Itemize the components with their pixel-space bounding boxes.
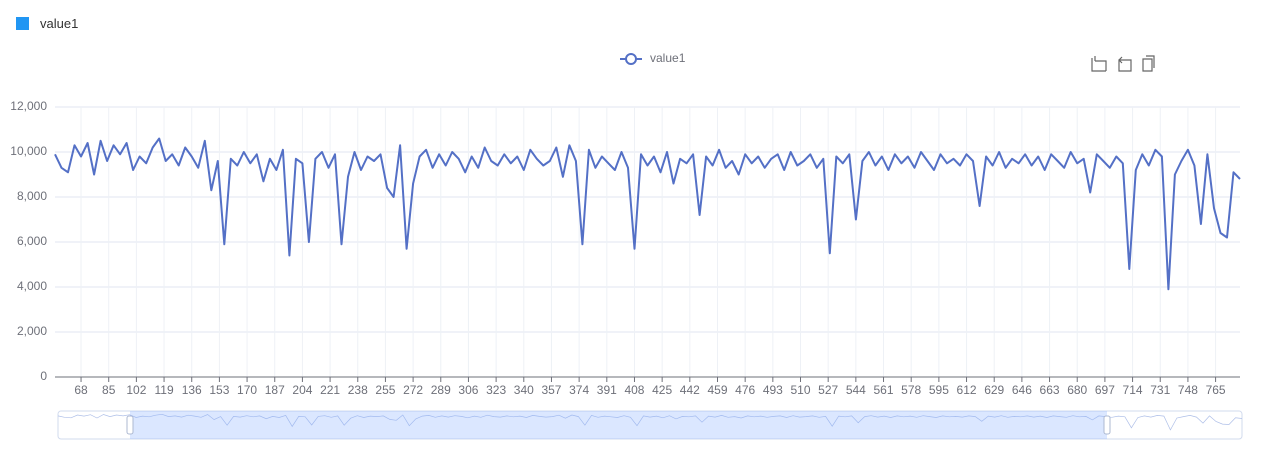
x-tick-label: 153 — [209, 383, 229, 397]
x-tick-label: 765 — [1206, 383, 1226, 397]
x-tick-label: 680 — [1067, 383, 1087, 397]
y-tick-label: 0 — [40, 369, 47, 383]
y-tick-label: 12,000 — [10, 99, 47, 113]
x-tick-label: 323 — [486, 383, 506, 397]
x-tick-label: 612 — [957, 383, 977, 397]
zoom-handle[interactable] — [126, 415, 134, 435]
x-tick-label: 493 — [763, 383, 783, 397]
x-tick-label: 408 — [624, 383, 644, 397]
legend-symbol — [625, 53, 637, 65]
x-tick-label: 663 — [1040, 383, 1060, 397]
x-tick-label: 102 — [126, 383, 146, 397]
zoom-track — [57, 410, 1243, 440]
x-tick-label: 255 — [375, 383, 395, 397]
x-tick-label: 459 — [707, 383, 727, 397]
y-tick-label: 10,000 — [10, 144, 47, 158]
x-tick-label: 221 — [320, 383, 340, 397]
x-tick-label: 714 — [1123, 383, 1143, 397]
x-tick-label: 748 — [1178, 383, 1198, 397]
x-tick-label: 544 — [846, 383, 866, 397]
zoom-handle[interactable] — [1103, 415, 1111, 435]
x-tick-label: 731 — [1150, 383, 1170, 397]
x-tick-label: 68 — [74, 383, 88, 397]
x-tick-label: 306 — [458, 383, 478, 397]
x-tick-label: 442 — [680, 383, 700, 397]
line-series — [54, 137, 1241, 291]
reset-icon[interactable] — [1118, 56, 1132, 72]
x-tick-label: 425 — [652, 383, 672, 397]
x-tick-label: 561 — [874, 383, 894, 397]
x-tick-label: 170 — [237, 383, 257, 397]
y-tick-label: 6,000 — [17, 234, 47, 248]
x-tick-label: 527 — [818, 383, 838, 397]
legend-label: value1 — [650, 51, 686, 65]
x-tick-label: 629 — [984, 383, 1004, 397]
x-tick-label: 272 — [403, 383, 423, 397]
x-tick-label: 340 — [514, 383, 534, 397]
x-tick-label: 119 — [154, 383, 173, 397]
x-tick-label: 238 — [348, 383, 368, 397]
y-tick-label: 2,000 — [17, 324, 47, 338]
x-tick-label: 646 — [1012, 383, 1032, 397]
header-legend: value1 — [16, 16, 78, 31]
x-tick-label: 510 — [790, 383, 810, 397]
x-tick-label: 357 — [541, 383, 561, 397]
x-tick-label: 476 — [735, 383, 755, 397]
zoom-window[interactable] — [130, 411, 1107, 439]
save-icon[interactable] — [1142, 55, 1155, 72]
x-tick-label: 187 — [265, 383, 285, 397]
x-tick-label: 391 — [597, 383, 617, 397]
x-tick-label: 578 — [901, 383, 921, 397]
x-tick-label: 85 — [102, 383, 116, 397]
toolbox[interactable] — [1091, 55, 1155, 72]
y-tick-label: 4,000 — [17, 279, 47, 293]
x-tick-label: 289 — [431, 383, 451, 397]
header-label: value1 — [40, 16, 79, 31]
zoom-shadow — [57, 413, 1243, 431]
x-tick-label: 374 — [569, 383, 589, 397]
y-axis-labels: 0 2,000 4,000 6,000 8,000 10,000 12,000 — [10, 99, 47, 383]
header-swatch — [16, 17, 29, 30]
zoom-icon[interactable] — [1091, 56, 1107, 72]
x-tick-label: 204 — [292, 383, 312, 397]
x-tick-label: 697 — [1095, 383, 1115, 397]
x-tick-label: 595 — [929, 383, 949, 397]
y-tick-label: 8,000 — [17, 189, 47, 203]
x-tick-label: 136 — [182, 383, 202, 397]
